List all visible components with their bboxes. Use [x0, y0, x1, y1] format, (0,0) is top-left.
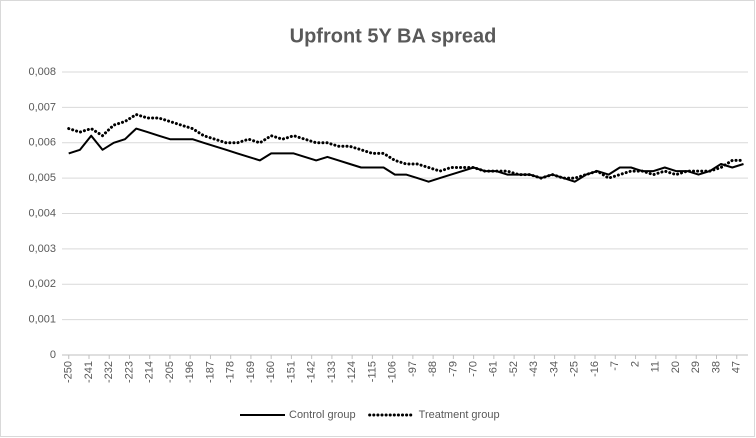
series-line: [67, 113, 745, 180]
x-tick-label: -241: [83, 361, 95, 383]
y-tick-label: 0: [50, 349, 56, 361]
x-tick-label: -97: [407, 361, 419, 377]
series-line: [68, 127, 744, 183]
y-tick-label: 0,007: [28, 101, 56, 113]
x-tick-label: 11: [650, 361, 662, 372]
x-tick-label: 2: [629, 361, 641, 367]
x-tick-label: 29: [690, 361, 702, 373]
x-tick-label: -124: [346, 361, 358, 383]
x-tick-label: -151: [285, 361, 297, 383]
x-tick-label: -52: [508, 361, 520, 377]
x-tick-label: -187: [204, 361, 216, 383]
y-tick-label: 0,005: [28, 172, 56, 184]
y-tick-label: 0,008: [28, 66, 56, 78]
x-tick-label: -7: [609, 361, 621, 371]
x-tick-label: -250: [63, 361, 75, 383]
x-tick-label: -61: [488, 361, 500, 377]
chart-title: Upfront 5Y BA spread: [290, 25, 497, 47]
x-tick-label: -25: [569, 361, 581, 377]
legend-label: Control group: [289, 409, 356, 421]
x-tick-label: -142: [306, 361, 318, 383]
x-tick-label: -169: [245, 361, 257, 383]
x-tick-label: -16: [589, 361, 601, 377]
y-tick-label: 0,004: [28, 207, 56, 219]
legend-label: Treatment group: [419, 409, 500, 421]
x-tick-label: -88: [427, 361, 439, 377]
x-tick-label: -205: [164, 361, 176, 383]
x-tick-label: -70: [468, 361, 480, 377]
x-tick-label: -43: [528, 361, 540, 377]
x-tick-label: -178: [225, 361, 237, 383]
x-tick-label: 20: [670, 361, 682, 373]
y-tick-label: 0,003: [28, 243, 56, 255]
x-tick-label: 38: [710, 361, 722, 373]
y-tick-label: 0,001: [28, 314, 56, 326]
x-tick-label: -214: [144, 361, 156, 383]
y-tick-label: 0,002: [28, 278, 56, 290]
x-tick-label: -34: [548, 361, 560, 377]
x-tick-label: -79: [447, 361, 459, 377]
x-tick-label: -223: [123, 361, 135, 383]
x-tick-label: 47: [731, 361, 743, 373]
x-tick-label: -160: [265, 361, 277, 383]
x-tick-label: -115: [366, 361, 378, 382]
x-tick-label: -106: [387, 361, 399, 383]
x-tick-label: -133: [326, 361, 338, 383]
y-tick-label: 0,006: [28, 137, 56, 149]
x-tick-label: -232: [103, 361, 115, 383]
x-tick-label: -196: [184, 361, 196, 383]
